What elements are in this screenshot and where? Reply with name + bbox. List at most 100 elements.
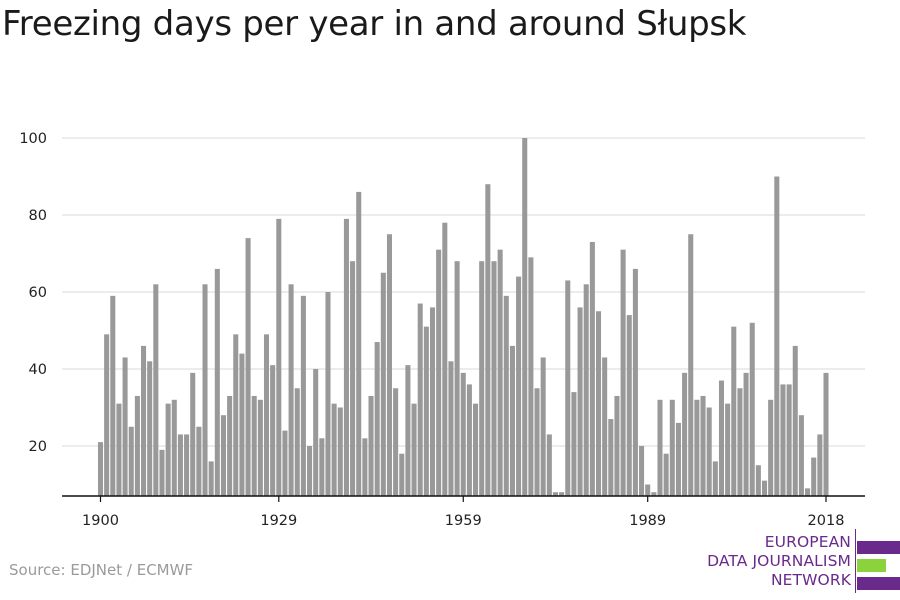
bar (423, 326, 429, 496)
logo-line-3: NETWORK (770, 571, 851, 589)
x-tick-label: 1929 (260, 513, 297, 529)
bar (688, 234, 694, 496)
bar (270, 365, 276, 496)
bar (263, 334, 270, 496)
bar (177, 434, 183, 496)
bar (700, 395, 706, 496)
bar (97, 442, 104, 496)
bar (669, 399, 675, 496)
bar (190, 372, 196, 496)
logo-bar-bottom (857, 577, 900, 590)
bar (184, 434, 190, 496)
bar (405, 365, 411, 496)
bar (257, 399, 263, 496)
logo-divider (855, 529, 856, 593)
bar (208, 461, 214, 496)
bar (442, 222, 448, 496)
bar (128, 426, 134, 496)
y-tick-label: 100 (19, 131, 47, 147)
bar (479, 261, 485, 496)
bar (614, 395, 620, 496)
bar (159, 449, 165, 496)
bar (651, 492, 657, 496)
bar (731, 326, 737, 496)
bar (571, 392, 577, 496)
bar (509, 345, 515, 496)
bar (516, 276, 522, 496)
y-tick-label: 80 (29, 208, 47, 224)
bar (300, 295, 306, 496)
bar (429, 307, 436, 496)
bar (239, 353, 245, 496)
bar (528, 257, 534, 496)
bar (331, 403, 337, 496)
bar (350, 261, 356, 496)
bar (343, 218, 349, 496)
bar (466, 384, 472, 496)
bar (233, 334, 239, 496)
bar (805, 488, 811, 496)
bar (823, 372, 829, 496)
bar (325, 292, 331, 496)
bar (755, 465, 761, 496)
bar (220, 415, 226, 496)
bar (110, 295, 116, 496)
bar (134, 395, 140, 496)
bar (522, 138, 528, 496)
bar (780, 384, 786, 496)
bar (307, 446, 313, 496)
logo-text: EUROPEAN DATA JOURNALISM NETWORK (707, 533, 851, 590)
bar (196, 426, 202, 496)
bar (147, 361, 153, 496)
x-tick-label: 1989 (629, 513, 666, 529)
bar (798, 415, 804, 496)
logo-bar-top (857, 541, 900, 554)
bar (460, 372, 466, 496)
bar (497, 249, 503, 496)
bar (227, 395, 233, 496)
logo-line-1: EUROPEAN (764, 533, 851, 551)
bar (792, 345, 798, 496)
x-tick-label: 1900 (82, 513, 119, 529)
bar (436, 249, 442, 496)
logo-bar-middle (857, 559, 886, 572)
bar (356, 191, 362, 496)
bar (171, 399, 177, 496)
bar (276, 218, 282, 496)
bar (682, 372, 688, 496)
bar (589, 241, 595, 496)
bar (786, 384, 792, 496)
bar (288, 284, 294, 496)
bar (768, 399, 774, 496)
chart-title: Freezing days per year in and around Słu… (2, 4, 747, 44)
bar (608, 419, 614, 496)
bar (202, 284, 208, 496)
logo-line-2: DATA JOURNALISM (707, 552, 851, 570)
bar (448, 361, 454, 496)
bars (97, 138, 829, 496)
bar (503, 295, 509, 496)
bar (399, 453, 405, 496)
x-tick-label: 2018 (808, 513, 845, 529)
bar (122, 357, 128, 496)
bar (706, 407, 712, 496)
bar (116, 403, 122, 496)
bar (417, 303, 423, 496)
bar (663, 453, 669, 496)
y-tick-label: 40 (29, 362, 47, 378)
bar (743, 372, 749, 496)
x-axis-ticks: 1900 1929 1959 1989 2018 (82, 496, 844, 529)
bar (811, 457, 817, 496)
bar (104, 334, 110, 496)
bar (319, 438, 325, 496)
bar (595, 311, 602, 496)
bar (380, 272, 386, 496)
bar (737, 388, 743, 496)
bar (214, 268, 220, 496)
bar (583, 284, 589, 496)
edjnet-logo: EUROPEAN DATA JOURNALISM NETWORK (700, 529, 900, 595)
y-tick-label: 60 (29, 285, 47, 301)
bar (374, 342, 380, 496)
bar (454, 261, 460, 496)
